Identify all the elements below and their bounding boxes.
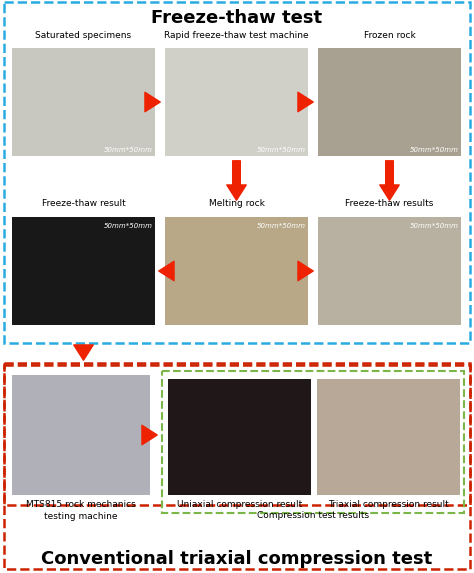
- Bar: [4, 2, 470, 343]
- Text: 50mm*50mm: 50mm*50mm: [104, 223, 153, 229]
- Text: Freeze-thaw result: Freeze-thaw result: [42, 199, 126, 209]
- Bar: [4, 363, 470, 569]
- Bar: [12, 48, 155, 156]
- Bar: [12, 375, 150, 495]
- Text: MTS815 rock mechanics
testing machine: MTS815 rock mechanics testing machine: [26, 500, 136, 521]
- Text: Freeze-thaw test: Freeze-thaw test: [151, 9, 323, 27]
- Bar: [165, 217, 308, 325]
- Bar: [4, 365, 470, 505]
- Text: 50mm*50mm: 50mm*50mm: [257, 147, 306, 153]
- Text: Melting rock: Melting rock: [209, 199, 264, 209]
- Text: Conventional triaxial compression test: Conventional triaxial compression test: [41, 550, 433, 568]
- Bar: [168, 379, 311, 495]
- Text: Freeze-thaw results: Freeze-thaw results: [346, 199, 434, 209]
- Bar: [162, 371, 464, 513]
- Bar: [12, 217, 155, 325]
- Text: 50mm*50mm: 50mm*50mm: [410, 147, 459, 153]
- Bar: [165, 48, 308, 156]
- Text: Frozen rock: Frozen rock: [364, 32, 415, 41]
- Text: Saturated specimens: Saturated specimens: [36, 32, 132, 41]
- Text: Triaxial compression result: Triaxial compression result: [328, 500, 449, 509]
- Bar: [317, 379, 460, 495]
- Bar: [318, 48, 461, 156]
- Text: 50mm*50mm: 50mm*50mm: [257, 223, 306, 229]
- Text: Uniaxial compression result: Uniaxial compression result: [177, 500, 302, 509]
- Bar: [318, 217, 461, 325]
- Text: Rapid freeze-thaw test machine: Rapid freeze-thaw test machine: [164, 32, 309, 41]
- Text: 50mm*50mm: 50mm*50mm: [410, 223, 459, 229]
- Text: Compression test results: Compression test results: [257, 511, 369, 520]
- Text: 50mm*50mm: 50mm*50mm: [104, 147, 153, 153]
